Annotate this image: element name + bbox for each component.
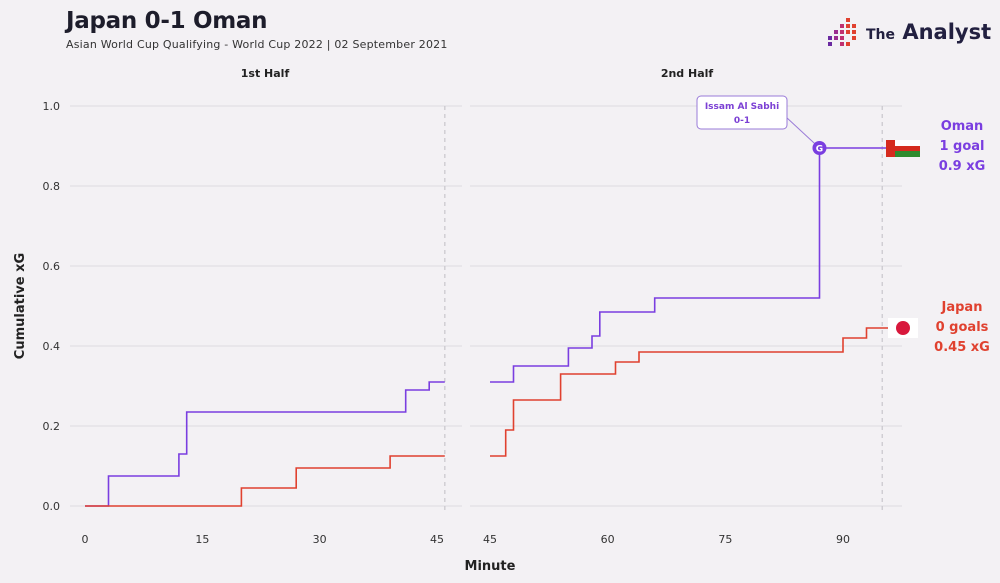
y-tick-label: 0.0 [43,500,61,513]
dot-matrix-logo-icon [828,18,856,46]
y-tick-label: 0.8 [43,180,61,193]
goal-marker [812,141,827,155]
oman-flag-red-band [886,146,920,151]
page-title: Japan 0-1 Oman [66,8,268,34]
panel-title: 2nd Half [661,67,714,80]
y-tick-label: 0.6 [43,260,61,273]
brand-logo: The Analyst [828,16,992,50]
y-tick-label: 1.0 [43,100,61,113]
page-subtitle: Asian World Cup Qualifying - World Cup 2… [66,38,448,51]
oman-flag-green-band [886,151,920,157]
x-tick-label: 0 [82,533,89,546]
oman-xg-line-half1 [85,381,445,507]
y-axis-title: Cumulative xG [13,253,28,359]
oman-flag-hoist [886,140,895,157]
goal-score-label: 0-1 [734,116,750,126]
x-tick-label: 75 [718,533,732,546]
x-tick-label: 45 [483,533,497,546]
goal-annotation-leader [785,116,820,149]
y-tick-label: 0.4 [43,340,61,353]
x-tick-label: 15 [195,533,209,546]
x-tick-label: 45 [430,533,444,546]
x-tick-label: 60 [601,533,615,546]
japan-end-label: Japan [941,300,983,315]
brand-the: The [866,27,896,43]
goal-marker-text: G [816,145,823,155]
x-tick-label: 30 [313,533,327,546]
oman-end-label: Oman [941,119,984,134]
brand-name: Analyst [902,20,992,44]
japan-flag-disc [896,321,910,335]
x-axis-title: Minute [465,559,516,574]
oman-end-label: 1 goal [939,139,984,154]
japan-end-label: 0 goals [936,320,989,335]
oman-end-label: 0.9 xG [939,159,986,174]
panel-title: 1st Half [241,67,290,80]
oman-xg-line-half2 [490,147,891,383]
goal-scorer-label: Issam Al Sabhi [705,102,779,112]
y-tick-label: 0.2 [43,420,61,433]
japan-xg-line-half1 [85,455,445,507]
japan-end-label: 0.45 xG [934,340,990,355]
x-tick-label: 90 [836,533,850,546]
oman-flag-icon [886,140,920,146]
goal-annotation-box [696,95,788,130]
japan-xg-line-half2 [490,327,891,457]
